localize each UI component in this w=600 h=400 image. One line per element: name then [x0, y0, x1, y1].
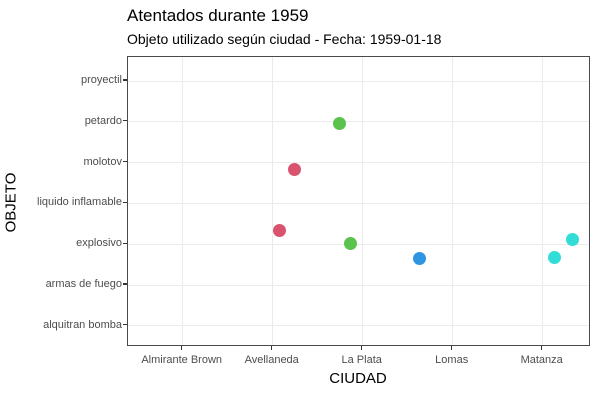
y-tick-label: alquitran bomba: [43, 318, 122, 331]
x-tick-label: Avellaneda: [244, 354, 299, 366]
y-tick-label: armas de fuego: [45, 278, 122, 290]
data-point: [344, 236, 358, 250]
x-axis-title: CIUDAD: [329, 370, 387, 387]
y-axis-tick: [123, 79, 127, 81]
x-tick-label: La Plata: [341, 354, 382, 366]
y-tick-label: liquido inflamable: [37, 196, 122, 209]
y-tick-label: proyectil: [81, 74, 122, 86]
gridline-horizontal: [128, 284, 589, 286]
x-axis-tick: [181, 346, 183, 350]
y-axis-tick: [123, 324, 127, 326]
x-axis-tick: [451, 346, 453, 350]
data-point: [548, 250, 562, 264]
y-axis-title: OBJETO: [2, 172, 20, 233]
data-point: [566, 232, 580, 246]
data-point: [273, 223, 287, 237]
x-tick-label: Lomas: [435, 354, 469, 366]
chart-subtitle: Objeto utilizado según ciudad - Fecha: 1…: [127, 31, 442, 47]
y-axis-tick: [123, 242, 127, 244]
gridline-horizontal: [128, 325, 589, 327]
gridline-horizontal: [128, 202, 589, 204]
x-tick-label: Matanza: [520, 354, 563, 366]
gridline-vertical: [182, 57, 184, 345]
y-axis-tick: [123, 120, 127, 122]
gridline-horizontal: [128, 121, 589, 123]
x-tick-label: Almirante Brown: [141, 354, 223, 366]
y-axis-tick: [123, 201, 127, 203]
data-point: [413, 251, 427, 265]
gridline-horizontal: [128, 80, 589, 82]
y-tick-label: petardo: [84, 114, 122, 127]
y-tick-label: explosivo: [76, 237, 122, 250]
gridline-vertical: [542, 57, 544, 345]
y-axis-tick: [123, 161, 127, 163]
x-axis-tick: [361, 346, 363, 350]
gridline-horizontal: [128, 243, 589, 245]
gridline-vertical: [452, 57, 454, 345]
data-point: [333, 117, 347, 131]
x-axis-tick: [271, 346, 273, 350]
data-point: [288, 163, 302, 177]
chart-title: Atentados durante 1959: [127, 6, 309, 25]
y-tick-label: molotov: [83, 155, 122, 168]
gridline-horizontal: [128, 162, 589, 164]
plot-panel: [127, 56, 590, 346]
x-axis-tick: [541, 346, 543, 350]
y-axis-tick: [123, 283, 127, 285]
gridline-vertical: [272, 57, 274, 345]
gridline-vertical: [362, 57, 364, 345]
